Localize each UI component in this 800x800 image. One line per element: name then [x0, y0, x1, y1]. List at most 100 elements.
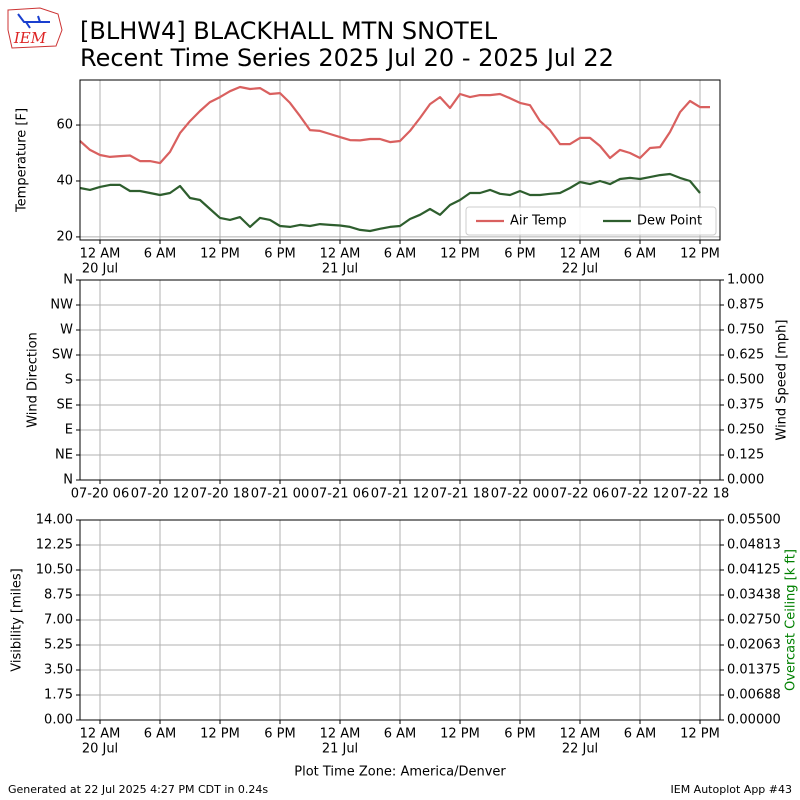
y2-tick-label: 0.00688: [727, 688, 781, 703]
logo-mark: [17, 13, 50, 29]
y-tick-label: SE: [57, 398, 73, 413]
x-tick-label: 6 PM: [504, 727, 535, 742]
legend-label: Air Temp: [510, 214, 567, 229]
x-tick-label: 6 AM: [384, 247, 417, 262]
x-tick-label: 6 AM: [624, 727, 657, 742]
y2-tick-label: 0.375: [727, 398, 764, 413]
x-axis-label: Plot Time Zone: America/Denver: [294, 765, 506, 780]
logo-text: IEM: [13, 29, 47, 47]
y-tick-label: NE: [55, 448, 73, 463]
y-tick-label: 40: [56, 173, 73, 188]
x-tick-label: 12 AM: [560, 247, 601, 262]
x-tick-label: 12 PM: [200, 247, 240, 262]
x-tick-label: 6 PM: [264, 247, 295, 262]
x-tick-label: 07-22 00: [491, 487, 549, 502]
x-tick-label: 07-21 00: [251, 487, 309, 502]
x-tick-label: 6 AM: [624, 247, 657, 262]
y-tick-label: 7.00: [44, 613, 73, 628]
x-tick-label: 07-22 18: [671, 487, 729, 502]
y2-tick-label: 0.01375: [727, 663, 781, 678]
y2-tick-label: 0.125: [727, 448, 764, 463]
plot-frame: [79, 279, 721, 481]
y2-tick-label: 0.625: [727, 348, 764, 363]
y2-tick-label: 0.02750: [727, 613, 781, 628]
y2-tick-label: 0.500: [727, 373, 764, 388]
legend-box: [465, 206, 717, 236]
y-tick-label: 0.00: [44, 713, 73, 728]
y-tick-label: S: [65, 373, 73, 388]
y2-tick-label: 0.875: [727, 298, 764, 313]
x-tick-label: 07-22 12: [611, 487, 669, 502]
x-tick-label: 12 AM: [560, 727, 601, 742]
y-tick-label: 60: [56, 118, 73, 133]
y2-tick-label: 0.00000: [727, 713, 781, 728]
x-tick-label: 20 Jul: [82, 262, 118, 277]
panel: 07-20 06 07-20 12 07-20 18 07-21 00 07-21 06…: [26, 273, 790, 502]
x-tick-label: 12 AM: [320, 247, 361, 262]
y-tick-label: 8.75: [44, 588, 73, 603]
series-line: [79, 85, 710, 165]
x-tick-label: 12 AM: [320, 727, 361, 742]
y-tick-label: N: [63, 273, 73, 288]
y-tick-label: W: [60, 323, 73, 338]
logo: IEM: [7, 7, 63, 49]
x-tick-label: 12 PM: [680, 247, 720, 262]
x-tick-label: 22 Jul: [562, 742, 598, 757]
x-tick-label: 07-20 06: [71, 487, 129, 502]
y2-tick-label: 0.250: [727, 423, 764, 438]
y-tick-label: SW: [52, 348, 73, 363]
x-tick-label: 12 PM: [200, 727, 240, 742]
y2-tick-label: 0.04125: [727, 563, 781, 578]
y-tick-label: N: [63, 473, 73, 488]
x-tick-label: 6 PM: [264, 727, 295, 742]
x-tick-label: 22 Jul: [562, 262, 598, 277]
x-tick-label: 12 PM: [440, 727, 480, 742]
y-tick-label: 10.50: [36, 563, 73, 578]
y-axis-label: Wind Direction: [26, 332, 41, 428]
x-tick-label: 07-21 18: [431, 487, 489, 502]
y-tick-label: 12.25: [36, 538, 73, 553]
y-tick-label: 5.25: [44, 638, 73, 653]
x-tick-label: 12 AM: [80, 727, 121, 742]
x-tick-label: 12 AM: [80, 247, 121, 262]
y2-tick-label: 0.02063: [727, 638, 781, 653]
y-tick-label: 14.00: [36, 513, 73, 528]
x-tick-label: 07-20 12: [131, 487, 189, 502]
chart-title: [BLHW4] BLACKHALL MTN SNOTEL: [80, 17, 498, 45]
y2-tick-label: 1.000: [727, 273, 764, 288]
series-line: [79, 172, 701, 233]
y-tick-label: 20: [56, 229, 73, 244]
chart-subtitle: Recent Time Series 2025 Jul 20 - 2025 Ju…: [80, 44, 614, 72]
x-tick-label: 12 PM: [440, 247, 480, 262]
y2-axis-label: Wind Speed [mph]: [775, 320, 790, 441]
plot-frame: [79, 79, 721, 241]
x-tick-label: 07-21 12: [371, 487, 429, 502]
y-axis-label: Temperature [F]: [15, 108, 30, 213]
x-tick-label: 21 Jul: [322, 742, 358, 757]
y2-tick-label: 0.000: [727, 473, 764, 488]
x-tick-label: 6 AM: [144, 247, 177, 262]
x-tick-label: 20 Jul: [82, 742, 118, 757]
y2-tick-label: 0.750: [727, 323, 764, 338]
y2-axis-label: Overcast Ceiling [k ft]: [784, 549, 799, 691]
x-tick-label: 6 PM: [504, 247, 535, 262]
x-tick-label: 07-20 18: [191, 487, 249, 502]
y2-tick-label: 0.03438: [727, 588, 781, 603]
footer-left: Generated at 22 Jul 2025 4:27 PM CDT in …: [8, 783, 268, 796]
y2-tick-label: 0.04813: [727, 538, 781, 553]
legend-label: Dew Point: [637, 214, 702, 229]
y-tick-label: 3.50: [44, 663, 73, 678]
y2-tick-label: 0.05500: [727, 513, 781, 528]
y-tick-label: 1.75: [44, 688, 73, 703]
plot-frame: [79, 519, 721, 721]
x-tick-label: 07-22 06: [551, 487, 609, 502]
x-tick-label: 21 Jul: [322, 262, 358, 277]
x-tick-label: 6 AM: [384, 727, 417, 742]
x-tick-label: 6 AM: [144, 727, 177, 742]
y-tick-label: NW: [50, 298, 73, 313]
y-tick-label: E: [65, 423, 73, 438]
y-axis-label: Visibility [miles]: [10, 568, 25, 671]
footer-right: IEM Autoplot App #43: [671, 783, 793, 796]
